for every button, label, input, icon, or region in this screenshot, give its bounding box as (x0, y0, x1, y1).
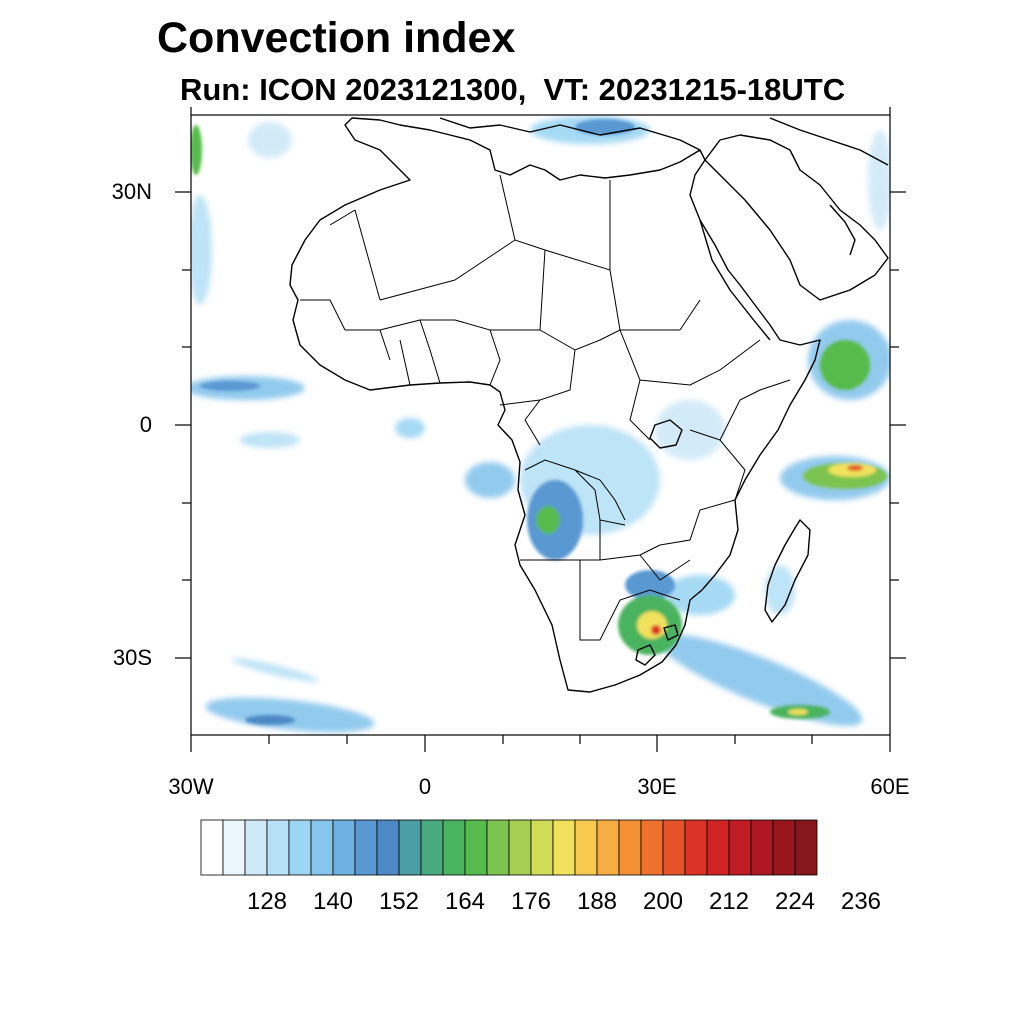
colorbar-box (772, 819, 796, 876)
colorbar-box (618, 819, 642, 876)
patch-madagascar (765, 565, 795, 615)
patch-atlantic-north (191, 195, 212, 305)
core-north-green (191, 125, 202, 175)
colorbar-label: 212 (708, 888, 750, 915)
colorbar-box (662, 819, 686, 876)
colorbar-box (376, 819, 400, 876)
colorbar-box (332, 819, 356, 876)
colorbar-label: 128 (246, 888, 288, 915)
core-atlantic-green (245, 715, 295, 725)
colorbar-box (310, 819, 334, 876)
colorbar-box (354, 819, 378, 876)
lake-victoria (649, 419, 683, 449)
africa-coastline (289, 117, 821, 693)
lon-label-0: 0 (418, 774, 432, 799)
colorbar-box (684, 819, 708, 876)
convection-field (191, 116, 890, 733)
colorbar-box (420, 819, 444, 876)
plot-frame (190, 114, 891, 736)
patch-south-atlantic (205, 697, 375, 733)
lon-label-30e: 30E (637, 774, 677, 799)
lon-label-30w: 30W (168, 774, 214, 799)
chart-subtitle: Run: ICON 2023121300, VT: 20231215-18UTC (180, 72, 846, 107)
lat-label-30s: 30S (112, 645, 152, 670)
colorbar-box (508, 819, 532, 876)
colorbar-label: 164 (444, 888, 486, 915)
colorbar-label: 152 (378, 888, 420, 915)
core-angola-green (536, 506, 560, 534)
patch-atlantic-eq (240, 432, 300, 448)
colorbar-box (706, 819, 730, 876)
core-south-indian-yellow (788, 709, 808, 715)
colorbar-box (288, 819, 312, 876)
europe-coast (439, 117, 701, 151)
colorbar-label: 236 (840, 888, 882, 915)
core-indian-red (847, 465, 863, 471)
country-borders (300, 174, 791, 641)
colorbar-box (728, 819, 752, 876)
patch-angola-coast (465, 462, 515, 498)
patch-mozambique (665, 575, 735, 615)
core-sa-yellow (637, 611, 667, 639)
coastlines (289, 117, 889, 693)
madagascar (764, 519, 811, 623)
patch-south-indian (657, 634, 863, 726)
colorbar-box (574, 819, 598, 876)
colorbar-box (530, 819, 554, 876)
core-zambia (625, 570, 675, 600)
colorbar-box (398, 819, 422, 876)
lat-label-0: 0 (139, 412, 152, 437)
chart-title: Convection index (157, 14, 516, 62)
colorbar-box (464, 819, 488, 876)
red-sea-west (699, 219, 771, 341)
colorbar-box (640, 819, 664, 876)
axis-ticks (175, 107, 906, 752)
iran-coast (769, 117, 889, 166)
colorbar-box (794, 819, 818, 876)
colorbar-box (442, 819, 466, 876)
lon-label-60e: 60E (870, 774, 910, 799)
eswatini (663, 624, 679, 641)
lat-label-30n: 30N (111, 179, 152, 204)
arabia-gulf (829, 204, 856, 256)
core-somalia (820, 340, 870, 390)
core-gulf-guinea-dark (200, 381, 260, 391)
colorbar-box (266, 819, 290, 876)
colorbar-box (596, 819, 620, 876)
colorbar-label: 200 (642, 888, 684, 915)
colorbar-label: 140 (312, 888, 354, 915)
core-med-dark (575, 119, 635, 135)
colorbar-label: 176 (510, 888, 552, 915)
colorbar-box (750, 819, 774, 876)
colorbar-box (244, 819, 268, 876)
lesotho (635, 644, 656, 666)
colorbar-box (552, 819, 576, 876)
patch-atlantic-mid (395, 418, 425, 438)
colorbar-label: 224 (774, 888, 816, 915)
patch-med-west (248, 122, 292, 158)
patch-atlantic-streak (231, 658, 319, 682)
core-sa-red (651, 625, 661, 635)
colorbar-box (486, 819, 510, 876)
colorbar (200, 819, 818, 876)
colorbar-label: 188 (576, 888, 618, 915)
arabian-peninsula (704, 134, 889, 301)
colorbar-box (222, 819, 246, 876)
colorbar-box (200, 819, 224, 876)
patch-arabia-east (868, 130, 890, 230)
